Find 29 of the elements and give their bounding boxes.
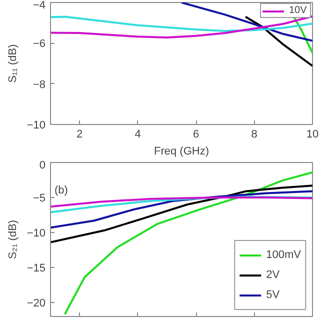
annotation: (b) bbox=[54, 184, 68, 196]
y-tick-label: −10 bbox=[26, 120, 46, 132]
y-tick-label: −4 bbox=[32, 0, 46, 12]
line-series bbox=[50, 196, 312, 214]
legend-label: 5V bbox=[266, 289, 281, 301]
y-tick-label: −15 bbox=[26, 262, 46, 274]
line-series bbox=[50, 196, 312, 208]
legend-label: 10V bbox=[289, 5, 308, 16]
y-tick-label: −8 bbox=[32, 78, 46, 91]
line-series bbox=[244, 16, 312, 67]
x-axis-title: Freq (GHz) bbox=[154, 146, 209, 158]
x-tick-label: 2 bbox=[76, 128, 83, 140]
legend-label: 2V bbox=[266, 269, 281, 281]
x-tick-label: 4 bbox=[134, 128, 141, 140]
legend-label: 100mV bbox=[266, 249, 301, 261]
x-tick-label: 10 bbox=[306, 128, 319, 140]
y-tick-label: −20 bbox=[26, 298, 46, 310]
y-tick-label: 0 bbox=[39, 160, 46, 172]
line-series bbox=[50, 15, 312, 38]
x-tick-label: 8 bbox=[251, 128, 258, 140]
line-series bbox=[50, 16, 312, 32]
y-axis-title: S₂₁ (dB) bbox=[6, 220, 19, 260]
y-tick-label: −5 bbox=[32, 192, 46, 204]
line-series bbox=[180, 2, 312, 42]
y-tick-label: −10 bbox=[26, 228, 46, 240]
line-series bbox=[50, 184, 312, 244]
y-axis-title: S₁₁ (dB) bbox=[6, 44, 19, 83]
x-tick-label: 6 bbox=[192, 128, 200, 140]
y-tick-label: −6 bbox=[32, 38, 46, 50]
